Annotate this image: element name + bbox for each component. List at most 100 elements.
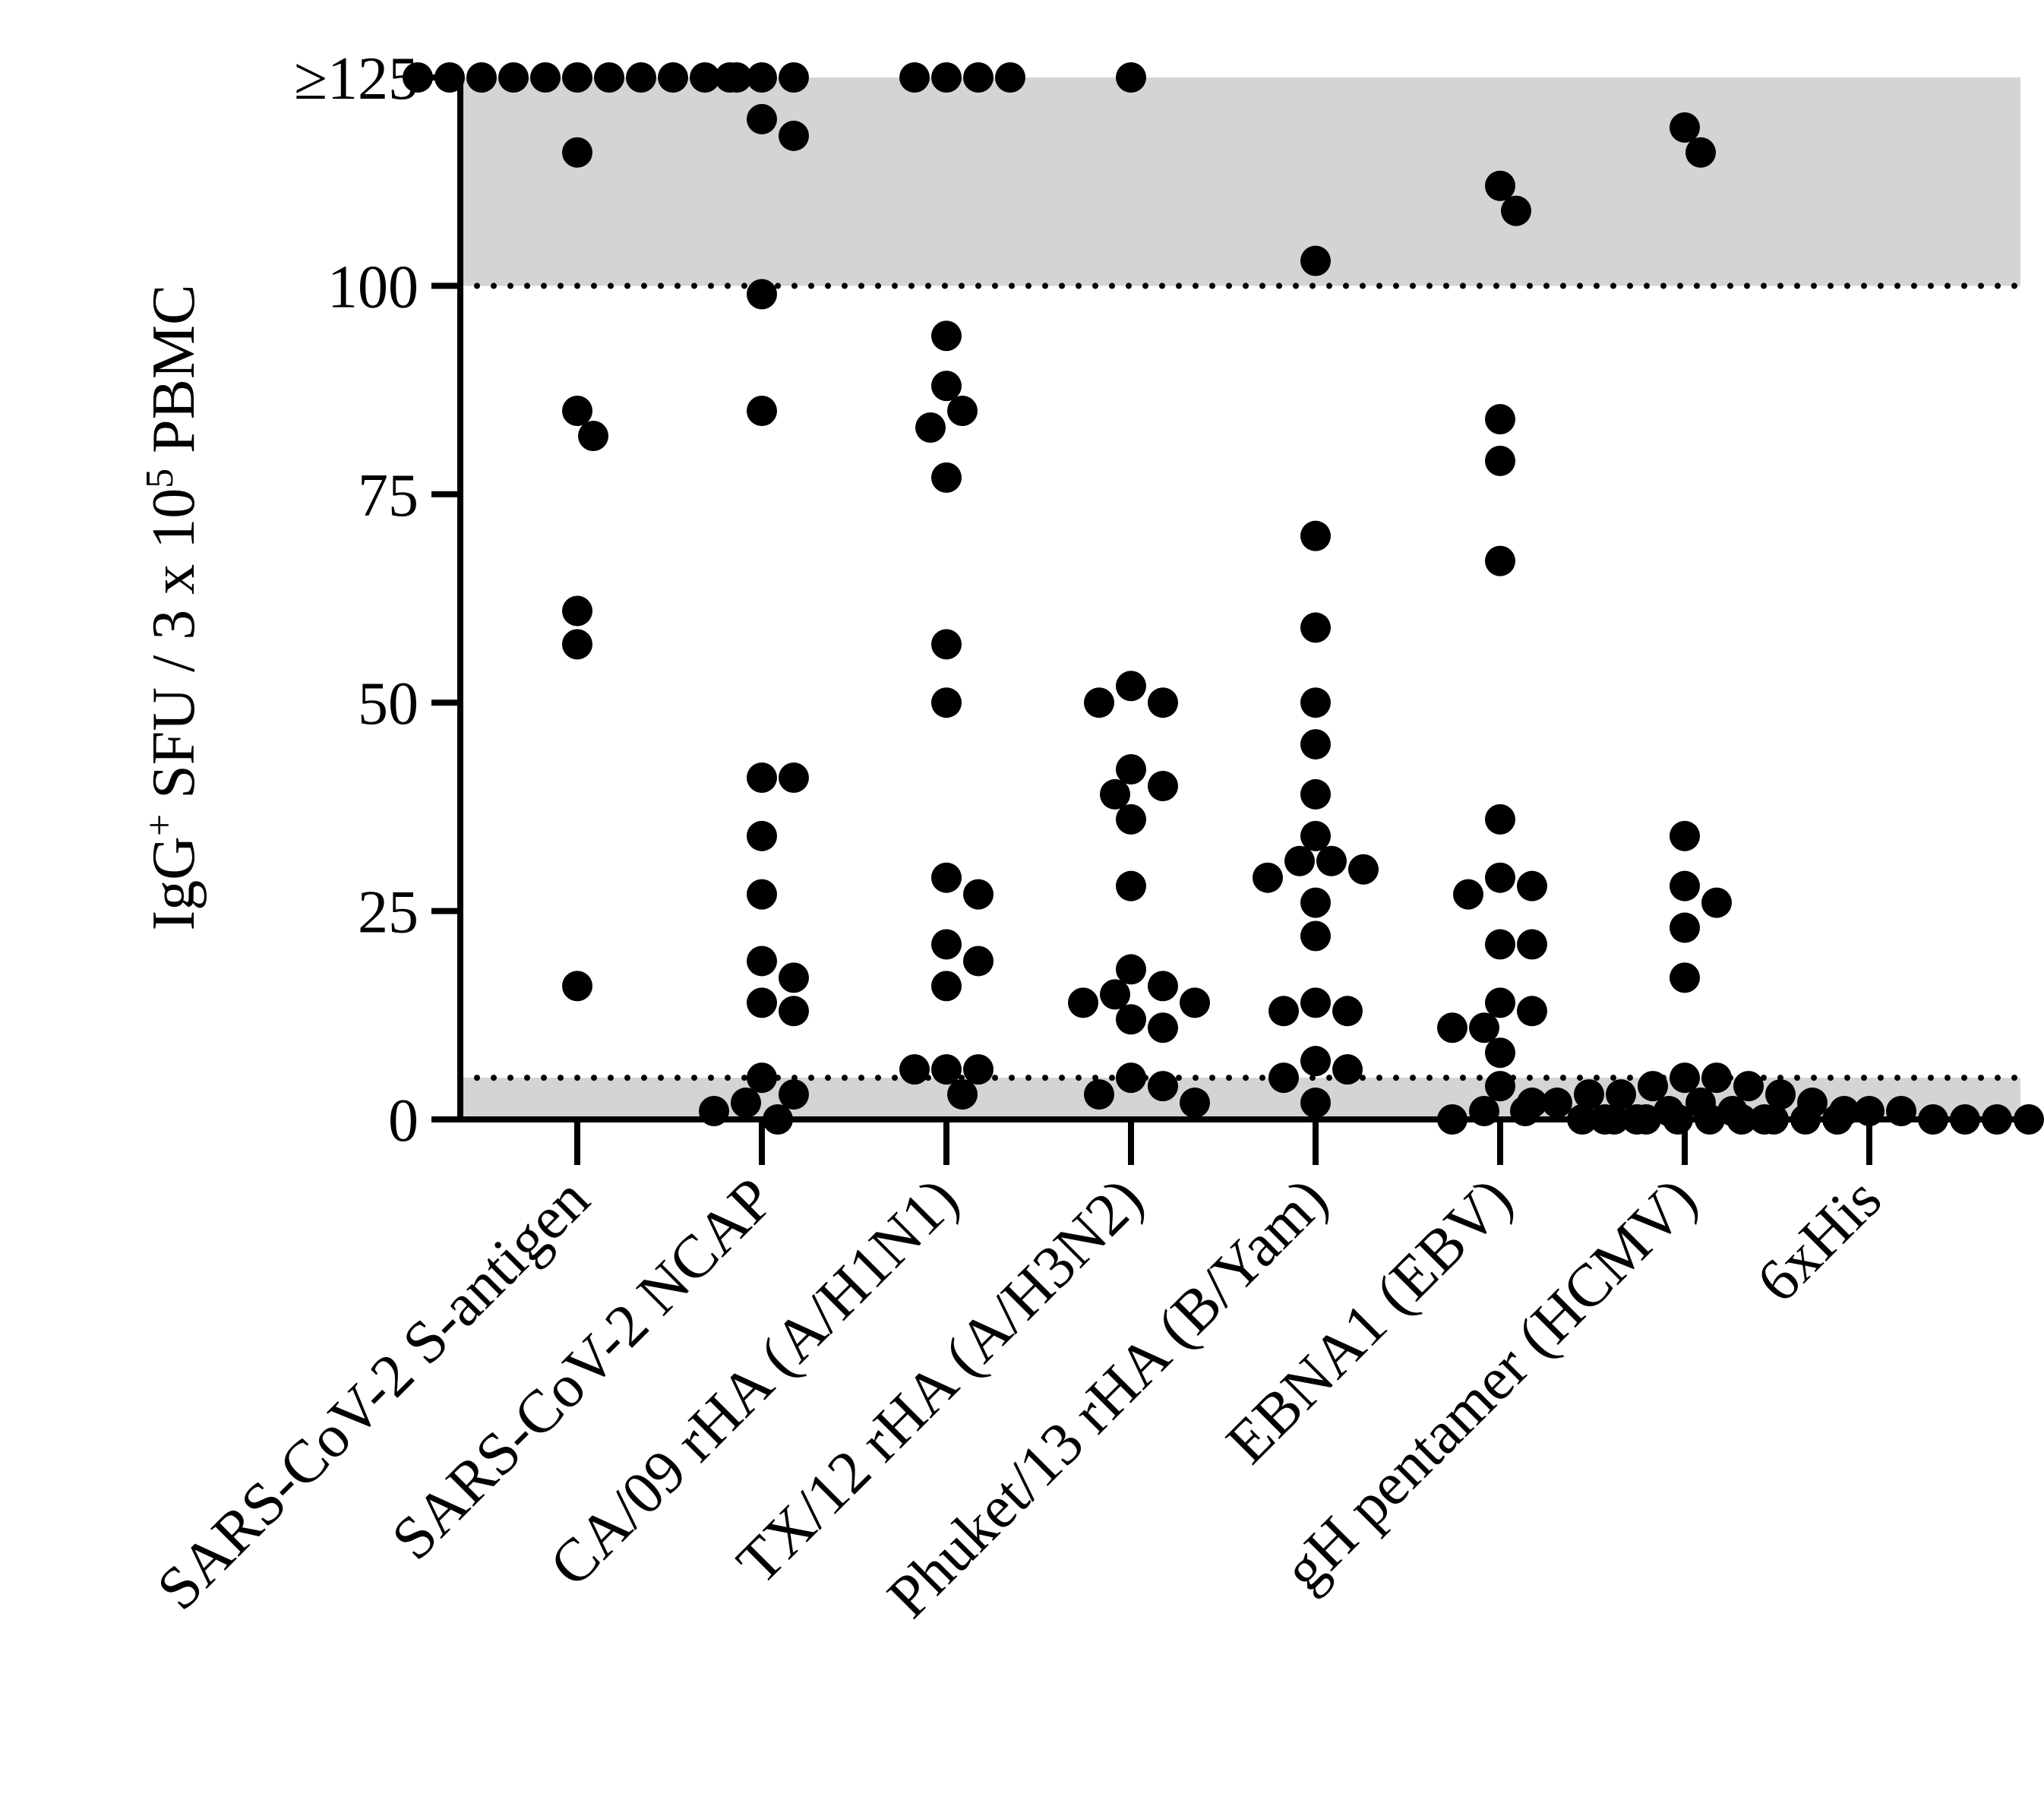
data-point-6-0 (1670, 112, 1700, 143)
data-point-2-13 (931, 929, 962, 960)
data-point-3-17 (1148, 1071, 1178, 1102)
data-point-7-7 (2014, 1104, 2044, 1135)
data-point-4-9 (1348, 854, 1379, 885)
data-point-0-0 (562, 62, 592, 93)
data-point-2-15 (931, 971, 962, 1002)
y-tick-label-1: 25 (358, 879, 419, 946)
data-point-6-4 (1701, 887, 1732, 918)
data-point-5-9 (1485, 929, 1515, 960)
data-point-5-4 (1485, 545, 1515, 576)
data-point-1-4 (779, 120, 809, 151)
data-point-1-10 (747, 879, 777, 910)
data-point-3-2 (1148, 687, 1178, 718)
data-point-3-14 (1116, 1004, 1146, 1035)
data-point-4-2 (1300, 612, 1331, 643)
data-point-4-6 (1300, 820, 1331, 851)
data-point-5-14 (1437, 1012, 1467, 1043)
data-point-3-12 (1068, 987, 1098, 1018)
data-point-3-6 (1100, 778, 1130, 810)
data-point-2-3 (995, 62, 1025, 93)
data-point-5-5 (1485, 803, 1515, 835)
data-point-6-3 (1670, 870, 1700, 901)
data-point-2-19 (947, 1079, 978, 1110)
data-point-1-9 (747, 820, 777, 851)
data-point-0-11 (562, 137, 592, 168)
data-point-4-13 (1300, 987, 1331, 1018)
data-point-0-2 (530, 62, 561, 93)
data-point-4-16 (1300, 1046, 1331, 1077)
data-point-3-19 (1180, 1088, 1210, 1119)
data-point-0-10 (403, 62, 433, 93)
data-point-5-3 (1485, 445, 1515, 476)
data-point-5-12 (1517, 996, 1547, 1027)
shaded-region-0 (460, 77, 2020, 286)
data-point-2-0 (931, 62, 962, 93)
data-point-5-6 (1485, 862, 1515, 893)
shaded-regions (460, 77, 2020, 1119)
data-point-1-8 (779, 762, 809, 793)
data-point-4-8 (1284, 845, 1315, 876)
data-point-2-6 (947, 396, 978, 427)
data-point-6-6 (1670, 962, 1700, 993)
y-label-part-main: IgG (141, 836, 207, 930)
data-point-0-12 (562, 396, 592, 427)
x-tick-label-7: 6xHis (1744, 1166, 1894, 1315)
data-point-1-7 (747, 762, 777, 793)
data-point-1-5 (747, 279, 777, 310)
data-point-5-15 (1485, 1037, 1515, 1069)
data-point-6-7 (1670, 1062, 1700, 1094)
data-point-3-13 (1180, 987, 1210, 1018)
data-point-0-4 (498, 62, 529, 93)
data-point-6-13 (1574, 1079, 1604, 1110)
data-point-1-12 (779, 962, 809, 993)
y-label-part-end: PBMC (141, 284, 207, 468)
y-label-part-sup: + (138, 814, 182, 836)
data-point-6-2 (1670, 820, 1700, 851)
data-point-2-17 (963, 1054, 994, 1085)
data-point-2-16 (931, 1054, 962, 1085)
data-point-0-6 (466, 62, 497, 93)
reference-lines (457, 283, 2023, 1081)
data-point-3-16 (1116, 1062, 1146, 1094)
data-point-2-18 (899, 1054, 930, 1085)
data-point-1-2 (715, 62, 745, 93)
y-tick-label-3: 75 (358, 463, 419, 529)
data-point-3-5 (1148, 770, 1178, 801)
data-point-2-10 (931, 687, 962, 718)
data-point-0-5 (658, 62, 688, 93)
data-point-1-6 (747, 396, 777, 427)
data-point-2-8 (931, 462, 962, 493)
data-point-5-1 (1501, 195, 1531, 226)
data-point-2-4 (931, 320, 962, 352)
axes (457, 77, 2020, 1122)
data-point-6-16 (1542, 1088, 1572, 1119)
data-point-4-18 (1268, 1062, 1299, 1094)
data-point-2-14 (963, 946, 994, 977)
data-point-4-11 (1300, 887, 1331, 918)
data-point-1-16 (779, 1079, 809, 1110)
data-point-3-10 (1148, 971, 1178, 1002)
data-point-0-1 (594, 62, 624, 93)
y-tick-label-2: 50 (358, 671, 419, 737)
data-point-5-2 (1485, 404, 1515, 435)
data-point-3-1 (1116, 671, 1146, 702)
data-point-4-0 (1300, 245, 1331, 276)
y-tick-label-4: 100 (327, 254, 419, 320)
data-point-5-8 (1453, 879, 1483, 910)
data-point-0-16 (562, 971, 592, 1002)
data-point-1-11 (747, 946, 777, 977)
data-point-3-4 (1116, 754, 1146, 785)
data-point-2-1 (963, 62, 994, 93)
data-point-2-9 (931, 629, 962, 660)
data-point-4-14 (1332, 996, 1363, 1027)
data-point-0-14 (562, 595, 592, 627)
data-point-1-15 (747, 1062, 777, 1094)
y-ticks: 0 25 50 75 100 ≥125 (294, 46, 460, 1154)
data-points (403, 62, 2044, 1135)
data-point-5-13 (1469, 1012, 1499, 1043)
data-point-6-10 (1733, 1071, 1764, 1102)
data-point-1-3 (747, 103, 777, 134)
data-point-5-0 (1485, 170, 1515, 201)
